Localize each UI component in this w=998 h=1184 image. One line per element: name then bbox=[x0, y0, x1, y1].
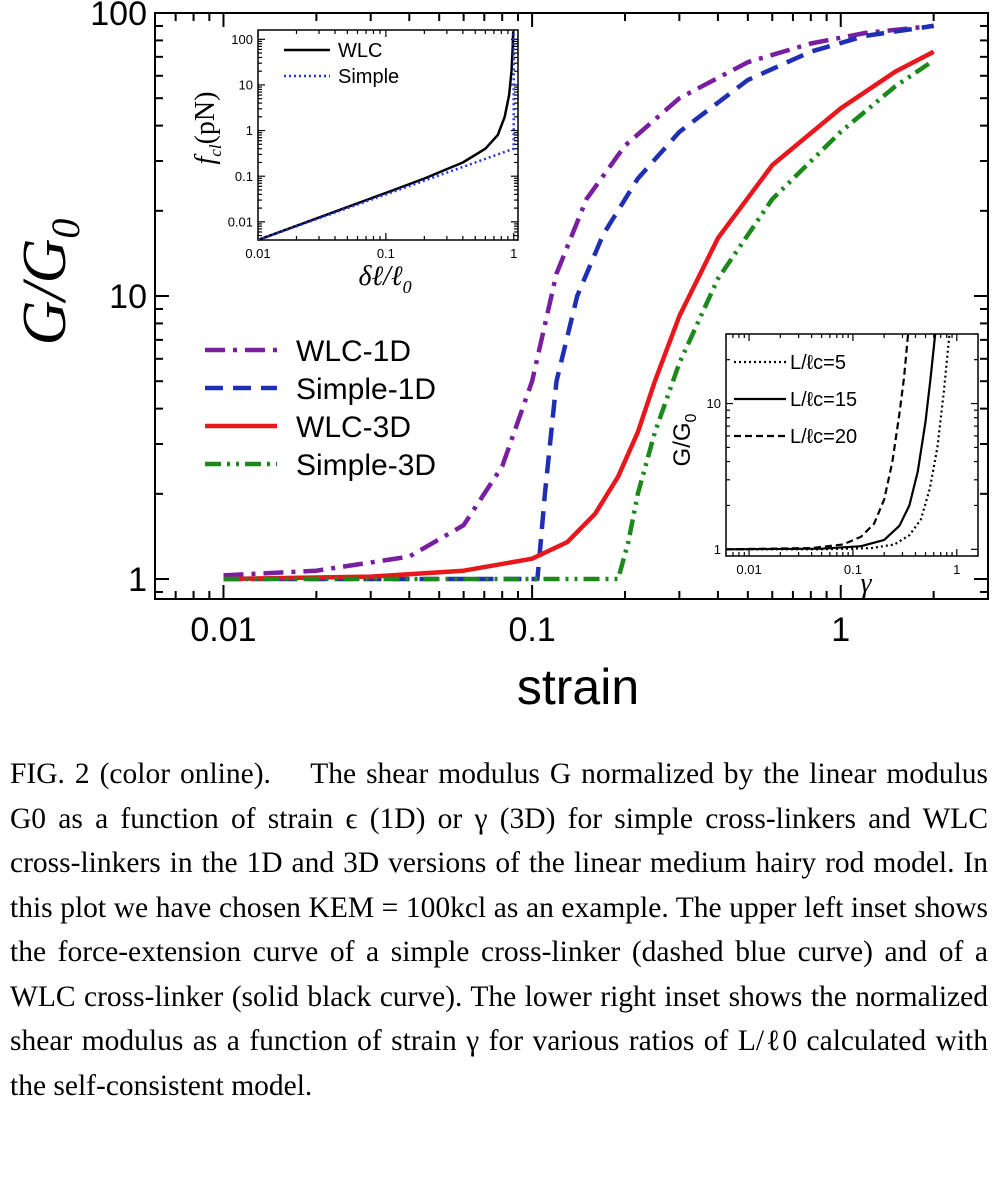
plot-frame bbox=[257, 29, 519, 241]
figure-caption: FIG. 2 (color online). The shear modulus… bbox=[10, 752, 988, 1108]
y-tick-label: 1 bbox=[714, 542, 721, 557]
x-tick-label: 0.1 bbox=[508, 611, 555, 649]
series-line-l-c-15 bbox=[726, 334, 937, 551]
y-tick-label: 1 bbox=[128, 561, 147, 599]
inset2-legend-label: L/ℓc=5 bbox=[790, 352, 846, 374]
y-axis-label: G/G0 bbox=[11, 219, 88, 346]
y-tick-label: 0.01 bbox=[228, 214, 253, 229]
x-tick-label: 0.01 bbox=[245, 246, 270, 261]
series-line-wlc-3d bbox=[223, 49, 935, 582]
inset2-x-axis-label: γ bbox=[860, 568, 872, 599]
x-tick-label: 0.1 bbox=[377, 246, 395, 261]
y-tick-label: 1 bbox=[246, 123, 253, 138]
legend-label: WLC-1D bbox=[296, 335, 411, 368]
inset2-legend-label: L/ℓc=15 bbox=[790, 389, 857, 411]
x-tick-label: 0.01 bbox=[190, 611, 256, 649]
series-line-l-c-5 bbox=[726, 334, 951, 551]
legend-label: Simple-1D bbox=[296, 373, 436, 406]
series-line-wlc-1d bbox=[223, 23, 934, 578]
inset-force-extension: 0.01 0.1 10.010.1110100δℓ/ℓ0fcl(pN)WLCSimp… bbox=[190, 29, 519, 297]
x-tick-label: 0.1 bbox=[844, 562, 862, 577]
y-tick-label: 10 bbox=[239, 77, 253, 92]
y-tick-label: 0.1 bbox=[235, 169, 253, 184]
x-tick-label: 1 bbox=[510, 246, 517, 261]
series-line-simple bbox=[258, 31, 515, 240]
series-line-simple-1d bbox=[223, 23, 935, 582]
caption-fig-label: FIG. 2 (color online). bbox=[10, 758, 271, 790]
inset-legend-label: Simple bbox=[338, 66, 399, 88]
legend-label: WLC-3D bbox=[296, 411, 411, 444]
y-tick-label: 10 bbox=[707, 396, 721, 411]
inset-legend-label: WLC bbox=[338, 40, 382, 62]
inset2-legend-label: L/ℓc=20 bbox=[790, 426, 857, 448]
x-axis-label: strain bbox=[517, 659, 639, 715]
caption-text: The shear modulus G normalized by the li… bbox=[10, 758, 988, 1102]
y-tick-label: 100 bbox=[90, 0, 147, 33]
x-tick-label: 1 bbox=[953, 562, 960, 577]
series-line-wlc bbox=[258, 31, 515, 240]
series-line-l-c-20 bbox=[726, 334, 910, 551]
figure: 0.01 0.1 1 1 10 100 strain G/G0 WLC-1D Simple-1D W… bbox=[11, 0, 989, 715]
y-tick-label: 10 bbox=[109, 278, 147, 316]
x-tick-label: 0.01 bbox=[736, 562, 761, 577]
series-line-simple-3d bbox=[223, 58, 935, 582]
plot-frame bbox=[725, 333, 979, 557]
legend-label: Simple-3D bbox=[296, 449, 436, 482]
x-tick-label: 1 bbox=[831, 611, 850, 649]
y-tick-label: 100 bbox=[231, 32, 253, 47]
